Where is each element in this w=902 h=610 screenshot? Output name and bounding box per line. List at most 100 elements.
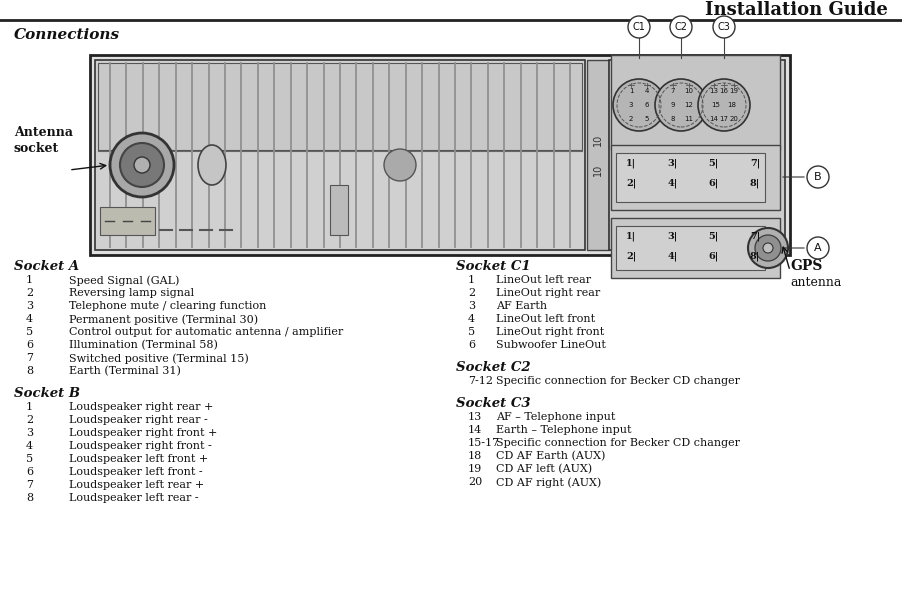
Text: Permanent positive (Terminal 30): Permanent positive (Terminal 30) (69, 314, 258, 325)
Text: 19: 19 (730, 88, 739, 94)
Text: 2: 2 (26, 415, 33, 425)
Text: 7: 7 (26, 480, 33, 490)
Text: 5|: 5| (709, 231, 719, 241)
Text: GPS: GPS (790, 259, 823, 273)
Bar (587, 60, 609, 250)
Text: Socket A: Socket A (14, 260, 79, 273)
Bar (90, 55, 790, 255)
Text: Loudspeaker right rear -: Loudspeaker right rear - (69, 415, 207, 425)
Text: CD AF right (AUX): CD AF right (AUX) (496, 477, 602, 487)
Text: Loudspeaker right front +: Loudspeaker right front + (69, 428, 217, 438)
Text: C3: C3 (718, 22, 731, 32)
Text: Specific connection for Becker CD changer: Specific connection for Becker CD change… (496, 438, 740, 448)
Text: Socket C2: Socket C2 (456, 361, 530, 374)
Text: 3|: 3| (667, 231, 677, 241)
Text: 15-17: 15-17 (468, 438, 500, 448)
Circle shape (613, 79, 665, 131)
Text: Earth (Terminal 31): Earth (Terminal 31) (69, 366, 181, 376)
Text: 4: 4 (26, 441, 33, 451)
Text: 11: 11 (685, 116, 694, 122)
Text: Earth – Telephone input: Earth – Telephone input (496, 425, 631, 435)
Text: Antenna
socket: Antenna socket (14, 126, 73, 154)
Text: 7|: 7| (750, 158, 760, 168)
Circle shape (628, 16, 650, 38)
Text: Loudspeaker left front +: Loudspeaker left front + (69, 454, 208, 464)
Bar (330, 185, 348, 235)
Text: 4: 4 (26, 314, 33, 324)
Text: LineOut left front: LineOut left front (496, 314, 595, 324)
Text: 7: 7 (26, 353, 33, 363)
Text: 7-12: 7-12 (468, 376, 493, 386)
Text: LineOut right front: LineOut right front (496, 327, 604, 337)
Bar (100, 207, 155, 235)
Text: Subwoofer LineOut: Subwoofer LineOut (496, 340, 606, 350)
Text: 3: 3 (468, 301, 475, 311)
Text: 8|: 8| (750, 178, 760, 188)
Text: 5: 5 (468, 327, 475, 337)
Text: 5: 5 (26, 454, 33, 464)
Text: Speed Signal (GAL): Speed Signal (GAL) (69, 275, 179, 285)
Text: 10: 10 (685, 88, 694, 94)
Bar (609, 60, 785, 250)
Text: 8: 8 (26, 366, 33, 376)
Text: 13: 13 (468, 412, 483, 422)
Text: 9: 9 (671, 102, 676, 108)
Text: Control output for automatic antenna / amplifier: Control output for automatic antenna / a… (69, 327, 344, 337)
Text: 6: 6 (26, 467, 33, 477)
Text: 4: 4 (468, 314, 475, 324)
Circle shape (755, 235, 781, 261)
Text: 6: 6 (26, 340, 33, 350)
Text: B: B (815, 172, 822, 182)
Text: 6|: 6| (709, 251, 719, 260)
Text: Telephone mute / clearing function: Telephone mute / clearing function (69, 301, 266, 311)
Text: 1: 1 (26, 402, 33, 412)
Text: CD AF left (AUX): CD AF left (AUX) (496, 464, 592, 475)
Circle shape (120, 143, 164, 187)
Text: Socket B: Socket B (14, 387, 80, 400)
Text: antenna: antenna (790, 276, 842, 289)
Circle shape (110, 133, 174, 197)
Text: 18: 18 (468, 451, 483, 461)
Text: 2: 2 (629, 116, 633, 122)
Text: 5: 5 (26, 327, 33, 337)
Text: Loudspeaker left rear -: Loudspeaker left rear - (69, 493, 198, 503)
Text: 8: 8 (26, 493, 33, 503)
Text: C1: C1 (632, 22, 646, 32)
Text: CD AF Earth (AUX): CD AF Earth (AUX) (496, 451, 605, 461)
Text: 8|: 8| (750, 251, 760, 260)
Text: LineOut right rear: LineOut right rear (496, 288, 600, 298)
Text: Switched positive (Terminal 15): Switched positive (Terminal 15) (69, 353, 249, 364)
Text: 1|: 1| (626, 231, 636, 241)
Text: 13: 13 (710, 88, 719, 94)
Bar (611, 55, 780, 150)
Text: 14: 14 (468, 425, 483, 435)
Text: AF Earth: AF Earth (496, 301, 548, 311)
Text: 4|: 4| (667, 251, 677, 260)
Text: Loudspeaker right rear +: Loudspeaker right rear + (69, 402, 214, 412)
Ellipse shape (198, 145, 226, 185)
Text: 20: 20 (468, 477, 483, 487)
Circle shape (384, 149, 416, 181)
Text: Connections: Connections (14, 28, 120, 42)
Text: 18: 18 (728, 102, 737, 108)
Text: Installation Guide: Installation Guide (705, 1, 888, 19)
Text: 10: 10 (593, 134, 603, 146)
Bar (611, 145, 780, 210)
Text: 4|: 4| (667, 178, 677, 188)
Text: A: A (815, 243, 822, 253)
Text: 16: 16 (720, 88, 729, 94)
Bar (95, 60, 585, 250)
Text: 8: 8 (671, 116, 676, 122)
Text: 10: 10 (593, 164, 603, 176)
Circle shape (763, 243, 773, 253)
Circle shape (713, 16, 735, 38)
Text: 19: 19 (468, 464, 483, 474)
Text: C2: C2 (675, 22, 687, 32)
Text: 14: 14 (710, 116, 718, 122)
Text: 1|: 1| (626, 158, 636, 168)
Text: 5|: 5| (709, 158, 719, 168)
Circle shape (134, 157, 150, 173)
Text: 6: 6 (645, 102, 649, 108)
Circle shape (807, 166, 829, 188)
Text: Reversing lamp signal: Reversing lamp signal (69, 288, 194, 298)
